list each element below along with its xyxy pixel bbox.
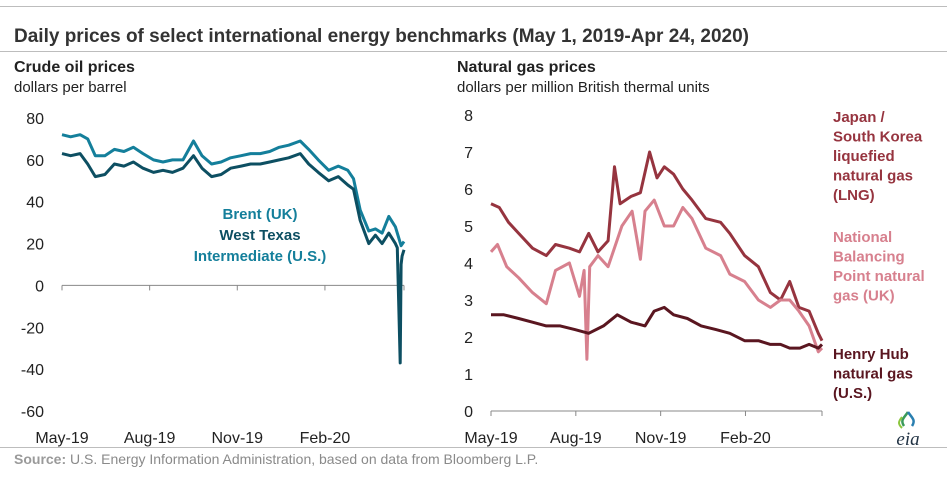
gas-ytick-label: 4 bbox=[464, 256, 473, 273]
oil-series-line-1 bbox=[61, 152, 406, 365]
oil-ytick-label: -40 bbox=[21, 362, 44, 379]
gas-series-label: liquefied bbox=[833, 148, 895, 165]
gas-ytick-label: 3 bbox=[464, 293, 473, 310]
source-text: U.S. Energy Information Administration, … bbox=[70, 451, 539, 467]
gas-ytick-label: 2 bbox=[464, 330, 473, 347]
gas-ytick-label: 1 bbox=[464, 367, 473, 384]
gas-series-line-2 bbox=[491, 305, 824, 350]
chart-title: Daily prices of select international ene… bbox=[14, 26, 749, 47]
gas-ytick-label: 6 bbox=[464, 182, 473, 199]
oil-xtick-label: Feb-20 bbox=[300, 430, 351, 447]
gas-series-label: natural gas bbox=[833, 366, 913, 383]
gas-series-label: Point natural bbox=[833, 268, 925, 285]
gas-series-label: Balancing bbox=[833, 249, 905, 266]
oil-ytick-label: 0 bbox=[35, 278, 44, 295]
oil-ytick-label: 80 bbox=[26, 111, 44, 128]
oil-ytick-label: 60 bbox=[26, 153, 44, 170]
oil-ytick-label: -60 bbox=[21, 404, 44, 421]
gas-series-label: Henry Hub bbox=[833, 346, 909, 363]
oil-panel-units: dollars per barrel bbox=[14, 79, 127, 96]
gas-series-line-0 bbox=[490, 150, 824, 342]
gas-ytick-label: 5 bbox=[464, 219, 473, 236]
svg-text:eia: eia bbox=[896, 429, 919, 450]
gas-ytick-label: 0 bbox=[464, 404, 473, 421]
oil-series-label: Intermediate (U.S.) bbox=[194, 248, 327, 265]
top-rule bbox=[0, 6, 947, 7]
source-note: Source: U.S. Energy Information Administ… bbox=[14, 451, 538, 467]
oil-ytick-label: -20 bbox=[21, 320, 44, 337]
gas-series-label: South Korea bbox=[833, 129, 923, 146]
gas-series-line-1 bbox=[489, 198, 824, 361]
oil-xtick-label: Aug-19 bbox=[124, 430, 176, 447]
gas-xtick-label: Feb-20 bbox=[720, 430, 771, 447]
oil-series-line-0 bbox=[61, 133, 406, 248]
gas-ytick-label: 8 bbox=[464, 108, 473, 125]
source-rule bbox=[0, 447, 947, 448]
oil-ytick-label: 20 bbox=[26, 237, 44, 254]
eia-logo: eia bbox=[886, 408, 930, 452]
oil-ytick-label: 40 bbox=[26, 195, 44, 212]
gas-xtick-label: May-19 bbox=[464, 430, 517, 447]
gas-series-label: (U.S.) bbox=[833, 385, 872, 402]
gas-panel-title: Natural gas prices bbox=[457, 59, 596, 76]
title-rule bbox=[0, 51, 947, 52]
oil-xtick-label: Nov-19 bbox=[211, 430, 263, 447]
gas-series-label: National bbox=[833, 229, 892, 246]
gas-series-label: (LNG) bbox=[833, 187, 875, 204]
oil-panel-title: Crude oil prices bbox=[14, 59, 135, 76]
source-label: Source: bbox=[14, 451, 67, 467]
gas-panel-units: dollars per million British thermal unit… bbox=[457, 79, 710, 96]
oil-series-label: Brent (UK) bbox=[223, 206, 298, 223]
oil-xtick-label: May-19 bbox=[35, 430, 88, 447]
gas-xtick-label: Aug-19 bbox=[550, 430, 602, 447]
gas-series-label: Japan / bbox=[833, 109, 886, 126]
oil-series-label: West Texas bbox=[219, 227, 300, 244]
gas-series-label: gas (UK) bbox=[833, 288, 895, 305]
gas-ytick-label: 7 bbox=[464, 145, 473, 162]
eia-logo-icon: eia bbox=[896, 411, 920, 450]
gas-series-label: natural gas bbox=[833, 168, 913, 185]
gas-xtick-label: Nov-19 bbox=[635, 430, 687, 447]
